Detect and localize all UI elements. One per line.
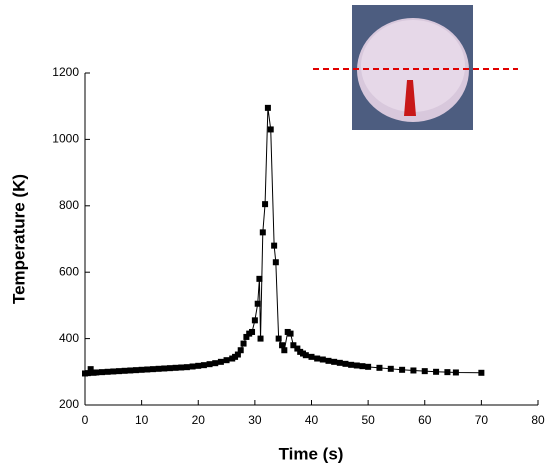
data-point [376,364,383,371]
y-tick-label: 600 [59,264,79,278]
y-tick-label: 1200 [52,65,79,79]
inset-photo [313,5,518,130]
data-point [319,356,326,363]
disk-top [361,20,465,112]
data-point [452,369,459,376]
data-point [104,368,111,375]
data-point [138,366,145,373]
data-point [144,366,151,373]
data-point [189,363,196,370]
data-point [257,335,264,342]
data-point [387,365,394,372]
data-point [256,275,263,282]
data-point [166,365,173,372]
data-point [342,360,349,367]
data-point [279,342,286,349]
data-point [359,363,366,370]
data-point [275,335,282,342]
data-point [249,328,256,335]
data-point [348,361,355,368]
data-point [433,368,440,375]
data-point [314,355,321,362]
data-point [110,368,117,375]
data-point [121,367,128,374]
data-point [281,347,288,354]
data-point [127,367,134,374]
x-tick-label: 10 [135,413,149,427]
y-tick-label: 800 [59,198,79,212]
data-point [365,363,372,370]
data-point [161,365,168,372]
data-point [336,359,343,366]
data-point [267,126,274,133]
data-point [206,361,213,368]
data-point [308,353,315,360]
data-point [115,368,122,375]
data-point [84,370,91,377]
data-point [237,347,244,354]
data-point [259,229,266,236]
data-point [444,369,451,376]
data-point [240,340,247,347]
data-point [302,352,309,359]
data-point [251,317,258,324]
data-point [87,366,94,373]
data-point [200,362,207,369]
data-point [478,369,485,376]
data-point [353,362,360,369]
data-point [243,333,250,340]
data-point [155,365,162,372]
x-tick-label: 30 [248,413,262,427]
data-point [294,345,301,352]
data-point [287,330,294,337]
x-tick-label: 40 [305,413,319,427]
data-point [234,351,241,358]
data-point [272,259,279,266]
data-point [195,362,202,369]
data-point [132,367,139,374]
data-point [271,242,278,249]
data-point [223,357,230,364]
data-point [212,360,219,367]
data-point [254,300,261,307]
x-tick-label: 0 [82,413,89,427]
data-point [172,364,179,371]
x-axis-title: Time (s) [279,444,344,463]
data-point [149,366,156,373]
data-point [217,358,224,365]
data-line [84,107,482,374]
data-point [410,367,417,374]
y-tick-label: 400 [59,331,79,345]
data-point [262,201,269,208]
data-point [421,368,428,375]
data-point [93,369,100,376]
x-tick-label: 80 [531,413,545,427]
data-point [98,369,105,376]
sample [404,80,416,116]
x-tick-label: 50 [361,413,375,427]
y-tick-label: 1000 [52,132,79,146]
y-tick-label: 200 [59,397,79,411]
data-point [290,342,297,349]
data-point [178,364,185,371]
data-point [325,357,332,364]
y-axis-title: Temperature (K) [9,174,28,304]
data-point [264,104,271,111]
data-point [331,358,338,365]
data-point [399,366,406,373]
x-tick-label: 60 [418,413,432,427]
x-tick-label: 70 [475,413,489,427]
x-tick-label: 20 [192,413,206,427]
data-point [183,364,190,371]
